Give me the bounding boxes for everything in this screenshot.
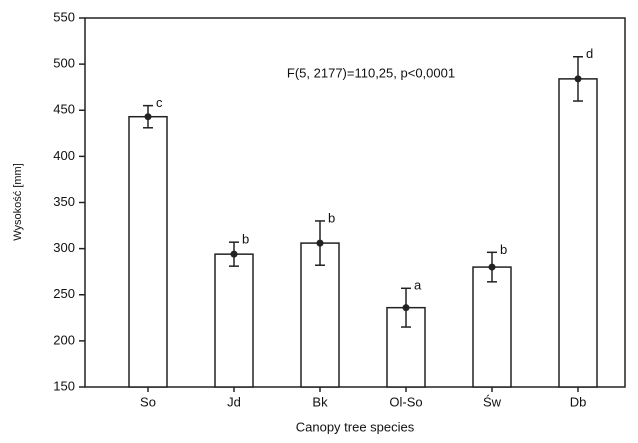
bar bbox=[472, 266, 512, 388]
group-letter: b bbox=[500, 242, 507, 257]
x-tick-label: Db bbox=[570, 394, 587, 409]
bar bbox=[558, 78, 598, 388]
mean-point bbox=[144, 113, 152, 121]
bar bbox=[128, 115, 168, 388]
group-letter: b bbox=[242, 232, 249, 247]
x-tick-label: Bk bbox=[312, 394, 328, 409]
mean-point bbox=[316, 239, 324, 247]
y-tick-label: 150 bbox=[53, 378, 75, 393]
y-tick-label: 500 bbox=[53, 56, 75, 71]
y-tick-label: 200 bbox=[53, 332, 75, 347]
y-tick-label: 450 bbox=[53, 102, 75, 117]
x-axis-label: Canopy tree species bbox=[296, 419, 415, 434]
bar bbox=[214, 253, 254, 388]
mean-point bbox=[574, 75, 582, 83]
mean-point bbox=[230, 250, 238, 258]
y-tick-label: 300 bbox=[53, 240, 75, 255]
x-tick-label: Św bbox=[483, 394, 502, 409]
x-tick-label: Jd bbox=[227, 394, 241, 409]
group-letter: b bbox=[328, 210, 335, 225]
y-tick-label: 250 bbox=[53, 286, 75, 301]
group-letter: d bbox=[586, 46, 593, 61]
y-tick-label: 550 bbox=[53, 9, 75, 24]
x-tick-label: Ol-So bbox=[389, 394, 422, 409]
mean-point bbox=[402, 304, 410, 312]
y-axis-label: Wysokość [mm] bbox=[12, 163, 24, 241]
y-tick-label: 400 bbox=[53, 148, 75, 163]
group-letter: c bbox=[156, 95, 163, 110]
x-tick-label: So bbox=[140, 394, 156, 409]
annotation: F(5, 2177)=110,25, p<0,0001 bbox=[287, 65, 455, 80]
mean-point bbox=[488, 263, 496, 271]
group-letter: a bbox=[414, 278, 422, 293]
y-tick-label: 350 bbox=[53, 194, 75, 209]
